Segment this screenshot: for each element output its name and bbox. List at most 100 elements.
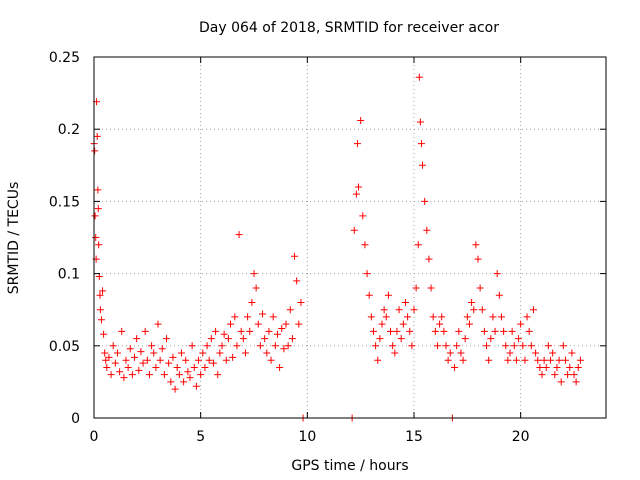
plot-frame <box>93 56 607 419</box>
data-point <box>186 374 194 382</box>
data-point <box>540 356 548 364</box>
data-point <box>427 284 435 292</box>
data-point <box>444 356 452 364</box>
data-point <box>561 356 569 364</box>
data-point <box>222 356 230 364</box>
data-point <box>406 327 414 335</box>
data-point <box>293 277 301 285</box>
data-point <box>254 320 262 328</box>
data-point <box>95 241 103 249</box>
data-point <box>365 291 373 299</box>
data-point <box>199 349 207 357</box>
x-tick-label: 5 <box>196 429 205 445</box>
data-point <box>197 371 205 379</box>
data-point <box>250 270 258 278</box>
data-point <box>519 342 527 350</box>
data-point <box>214 371 222 379</box>
data-point <box>124 363 132 371</box>
y-axis: 0 0.05 0.1 0.15 0.2 0.25 <box>49 50 606 427</box>
data-point <box>359 212 367 220</box>
data-point <box>532 349 540 357</box>
data-point <box>527 342 535 350</box>
data-point <box>549 349 557 357</box>
data-point <box>468 298 476 306</box>
data-point <box>436 320 444 328</box>
data-point <box>512 356 520 364</box>
data-point <box>384 291 392 299</box>
data-point <box>525 327 533 335</box>
data-point <box>103 363 111 371</box>
data-point <box>517 320 525 328</box>
data-point <box>457 349 465 357</box>
data-point <box>401 298 409 306</box>
data-point <box>207 335 215 343</box>
data-point <box>553 363 561 371</box>
data-point <box>271 342 279 350</box>
data-point <box>282 320 290 328</box>
data-point <box>502 342 510 350</box>
data-point <box>547 356 555 364</box>
data-point <box>269 313 277 321</box>
data-point <box>141 327 149 335</box>
y-tick-label: 0.2 <box>58 122 80 138</box>
data-point <box>421 197 429 205</box>
data-point <box>280 345 288 353</box>
data-point <box>180 378 188 386</box>
data-point <box>143 356 151 364</box>
data-point <box>91 147 99 155</box>
data-point <box>248 298 256 306</box>
data-point <box>291 252 299 260</box>
data-point <box>96 291 104 299</box>
data-point <box>152 363 160 371</box>
data-point <box>453 342 461 350</box>
y-tick-label: 0.1 <box>58 267 80 283</box>
data-point <box>414 241 422 249</box>
data-point <box>410 306 418 314</box>
data-point <box>93 132 101 140</box>
data-point <box>451 363 459 371</box>
data-point <box>201 363 209 371</box>
data-point <box>429 313 437 321</box>
data-point <box>95 272 103 280</box>
data-point <box>568 349 576 357</box>
data-point <box>357 117 365 125</box>
data-point <box>148 342 156 350</box>
data-point <box>515 335 523 343</box>
data-point <box>423 226 431 234</box>
data-point <box>175 371 183 379</box>
grid <box>94 57 606 418</box>
data-point <box>510 342 518 350</box>
data-point <box>491 327 499 335</box>
data-point <box>480 327 488 335</box>
data-point <box>276 363 284 371</box>
data-point <box>566 363 574 371</box>
data-point <box>489 313 497 321</box>
data-point <box>192 382 200 390</box>
data-point <box>224 335 232 343</box>
data-point <box>536 363 544 371</box>
data-point <box>116 368 124 376</box>
data-point <box>252 284 260 292</box>
data-point <box>177 349 185 357</box>
data-point <box>267 356 275 364</box>
data-point <box>508 327 516 335</box>
data-point <box>241 349 249 357</box>
data-point <box>163 335 171 343</box>
data-point <box>156 356 164 364</box>
data-point <box>387 327 395 335</box>
data-point <box>412 284 420 292</box>
data-point <box>446 349 454 357</box>
data-point <box>461 335 469 343</box>
data-point <box>393 327 401 335</box>
data-points <box>90 73 584 422</box>
data-point <box>559 342 567 350</box>
data-point <box>551 371 559 379</box>
data-point <box>184 368 192 376</box>
data-point <box>476 284 484 292</box>
data-point <box>278 324 286 332</box>
data-point <box>256 342 264 350</box>
data-point <box>353 140 361 148</box>
data-point <box>94 186 102 194</box>
data-point <box>544 342 552 350</box>
data-point <box>284 342 292 350</box>
